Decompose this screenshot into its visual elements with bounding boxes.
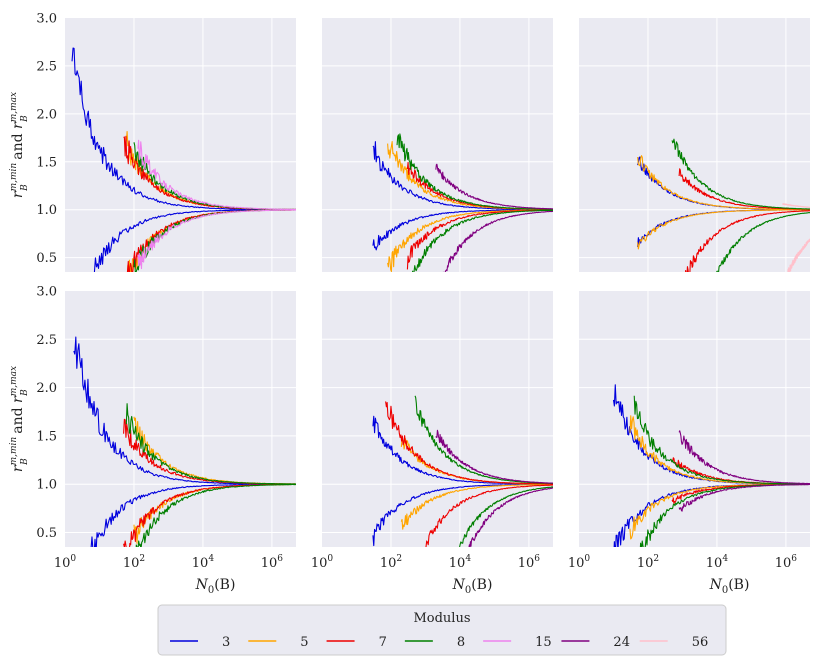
panel-bottom-middle: 100 102 104 106 N0(B) [311,291,553,596]
legend-title: Modulus [413,611,470,626]
legend-label: 56 [692,635,709,650]
legend-label: 5 [300,635,308,650]
series-line-mod7-upper [678,168,810,210]
series-line-mod8-upper [671,138,810,210]
y-axis-label: rm,minB and rm,maxB [9,92,30,198]
series-line-mod8-lower [716,212,810,272]
series-line-mod15-lower [137,209,296,270]
series-line-mod8-lower [458,486,553,547]
panel-top-left: 0.5 1.0 1.5 2.0 2.5 3.0 rm,minB and rm,maxB [9,12,296,272]
series-line-mod56-lower [787,238,810,272]
x-axis-label: N0(B) [452,577,493,596]
series-line-mod7-upper [385,401,553,485]
panels: 0.51.01.52.02.53.0rm,minB and rm,maxB0.5… [9,12,810,596]
y-tick-label: 2.5 [36,333,57,348]
y-tick-label: 0.5 [36,526,57,541]
series-line-mod7-lower [685,210,810,272]
series-line-mod8-upper [396,133,553,210]
panel-top-right [579,18,810,272]
x-tick-label: 100 [568,554,591,571]
series-line-mod8-lower [412,209,553,272]
panel-top-middle [322,18,553,272]
y-tick-label: 0.5 [36,251,57,266]
x-tick-label: 106 [518,554,541,571]
x-tick-label: 102 [123,554,145,571]
legend-entry-24: 24 [561,635,630,650]
legend-label: 8 [457,635,465,650]
series-line-mod8-lower [135,483,296,547]
series-line-mod56-upper [782,203,810,208]
y-tick-label: 3.0 [36,285,57,300]
series-line-mod5-upper [637,155,810,211]
y-axis-label: rm,minB and rm,maxB [9,366,30,472]
series-line-mod24-lower [442,210,553,272]
series-line-mod8-upper [633,395,810,485]
y-tick-label: 3.0 [36,12,57,27]
series-group [637,138,810,272]
series-line-mod24-upper [678,430,810,485]
legend-label: 15 [535,635,552,650]
legend: Modulus 3 5 7 8 15 24 56 [157,604,727,656]
legend-entry-7: 7 [326,635,387,650]
y-tick-label: 1.0 [36,478,57,493]
x-tick-label: 104 [706,554,729,571]
plot-area [322,291,553,547]
panel-bottom-right: 100 102 104 106 N0(B) [568,291,810,596]
x-tick-label: 104 [449,554,472,571]
plot-area [65,291,296,547]
series-line-mod24-upper [435,429,553,484]
legend-entry-3: 3 [170,635,230,650]
legend-label: 24 [613,635,630,650]
y-tick-label: 1.5 [36,155,57,170]
legend-entry-8: 8 [404,635,465,650]
series-line-mod7-lower [424,484,553,547]
legend-entry-56: 56 [639,635,709,650]
series-line-mod24-lower [468,487,553,547]
x-tick-label: 102 [380,554,402,571]
y-tick-label: 1.0 [36,203,57,218]
series-line-mod8-upper [125,403,296,485]
series-line-mod24-upper [435,163,553,210]
panel-bottom-left: 0.5 1.0 1.5 2.0 2.5 3.0 rm,minB and rm,maxB 100… [9,285,296,596]
legend-label: 7 [379,635,387,650]
x-tick-label: 106 [261,554,284,571]
series-group [372,133,553,272]
legend-entry-15: 15 [483,635,552,650]
plot-area [579,18,810,272]
series-group [73,336,296,547]
series-group [372,395,553,547]
x-axis-label: N0(B) [709,577,750,596]
series-group [612,384,810,547]
series-line-mod24-lower [678,483,810,512]
x-tick-label: 106 [775,554,798,571]
x-tick-label: 100 [311,554,334,571]
x-tick-label: 102 [637,554,659,571]
x-axis-label: N0(B) [195,577,236,596]
x-tick-label: 100 [54,554,77,571]
series-line-mod7-lower [406,209,553,270]
x-tick-label: 104 [192,554,215,571]
y-tick-label: 2.5 [36,59,57,74]
legend-box [157,604,727,656]
plot-area [322,18,553,272]
series-line-mod5-lower [400,483,553,530]
series-line-mod15-upper [137,139,296,211]
y-tick-label: 2.0 [36,381,57,396]
series-line-mod5-lower [637,209,810,250]
plot-area [579,291,810,547]
y-tick-label: 2.0 [36,107,57,122]
legend-label: 3 [222,635,230,650]
series-group [71,47,296,272]
y-tick-label: 1.5 [36,429,57,444]
legend-entry-5: 5 [248,635,309,650]
plot-area [65,18,296,272]
